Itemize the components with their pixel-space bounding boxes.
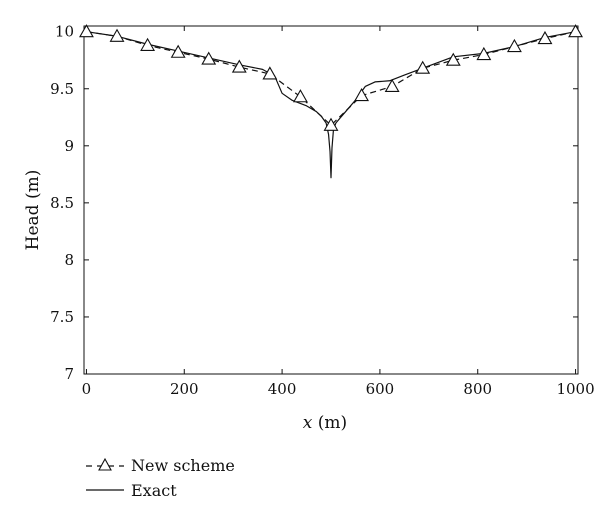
y-tick-label: 8 — [64, 251, 74, 269]
x-tick-label: 1000 — [556, 380, 594, 398]
new-scheme-point — [354, 87, 370, 102]
new-scheme-point — [292, 89, 308, 103]
x-tick-label: 0 — [82, 380, 92, 398]
series-layer — [79, 24, 583, 179]
new-scheme-point — [476, 46, 492, 61]
y-tick-label: 7 — [64, 365, 74, 383]
legend-label-new-scheme: New scheme — [131, 456, 235, 475]
x-axis-label: x (m) — [303, 413, 347, 433]
new-scheme-point — [170, 44, 186, 58]
new-scheme-point — [262, 66, 278, 80]
legend-entry-exact: Exact — [86, 481, 177, 500]
y-tick-label: 9 — [64, 137, 74, 155]
new-scheme-point — [140, 37, 156, 51]
new-scheme-point — [537, 30, 553, 45]
new-scheme-point — [384, 78, 400, 93]
new-scheme-point — [415, 60, 431, 74]
new-scheme-point — [79, 24, 94, 38]
y-tick-label: 9.5 — [50, 80, 74, 98]
y-tick-label: 10 — [55, 23, 74, 41]
legend: New scheme Exact — [86, 456, 235, 500]
new-scheme-point — [506, 38, 522, 53]
x-tick-label: 600 — [366, 380, 395, 398]
y-tick-label: 8.5 — [50, 194, 74, 212]
series-new-scheme-line — [86, 31, 576, 127]
x-tick-label: 800 — [463, 380, 492, 398]
series-exact-line — [86, 31, 576, 179]
y-axis-label: Head (m) — [23, 170, 43, 251]
x-axis-label-unit: (m) — [312, 413, 347, 433]
x-axis-ticks: 0 200 400 600 800 1000 — [82, 26, 595, 398]
x-tick-label: 400 — [268, 380, 297, 398]
plot-area — [83, 25, 579, 375]
legend-entry-new-scheme: New scheme — [86, 456, 235, 475]
new-scheme-point — [568, 24, 583, 38]
legend-marker-triangle-icon — [98, 457, 112, 471]
y-tick-label: 7.5 — [50, 308, 74, 326]
legend-label-exact: Exact — [131, 481, 177, 500]
new-scheme-point — [323, 117, 339, 131]
y-axis-ticks: 7 7.5 8 8.5 9 9.5 10 — [50, 23, 578, 383]
new-scheme-point — [445, 52, 461, 66]
x-tick-label: 200 — [170, 380, 199, 398]
new-scheme-point — [201, 51, 217, 65]
new-scheme-point — [231, 59, 247, 73]
plot-frame — [83, 25, 579, 375]
x-axis-label-variable: x — [303, 413, 313, 433]
new-scheme-point — [109, 28, 125, 42]
